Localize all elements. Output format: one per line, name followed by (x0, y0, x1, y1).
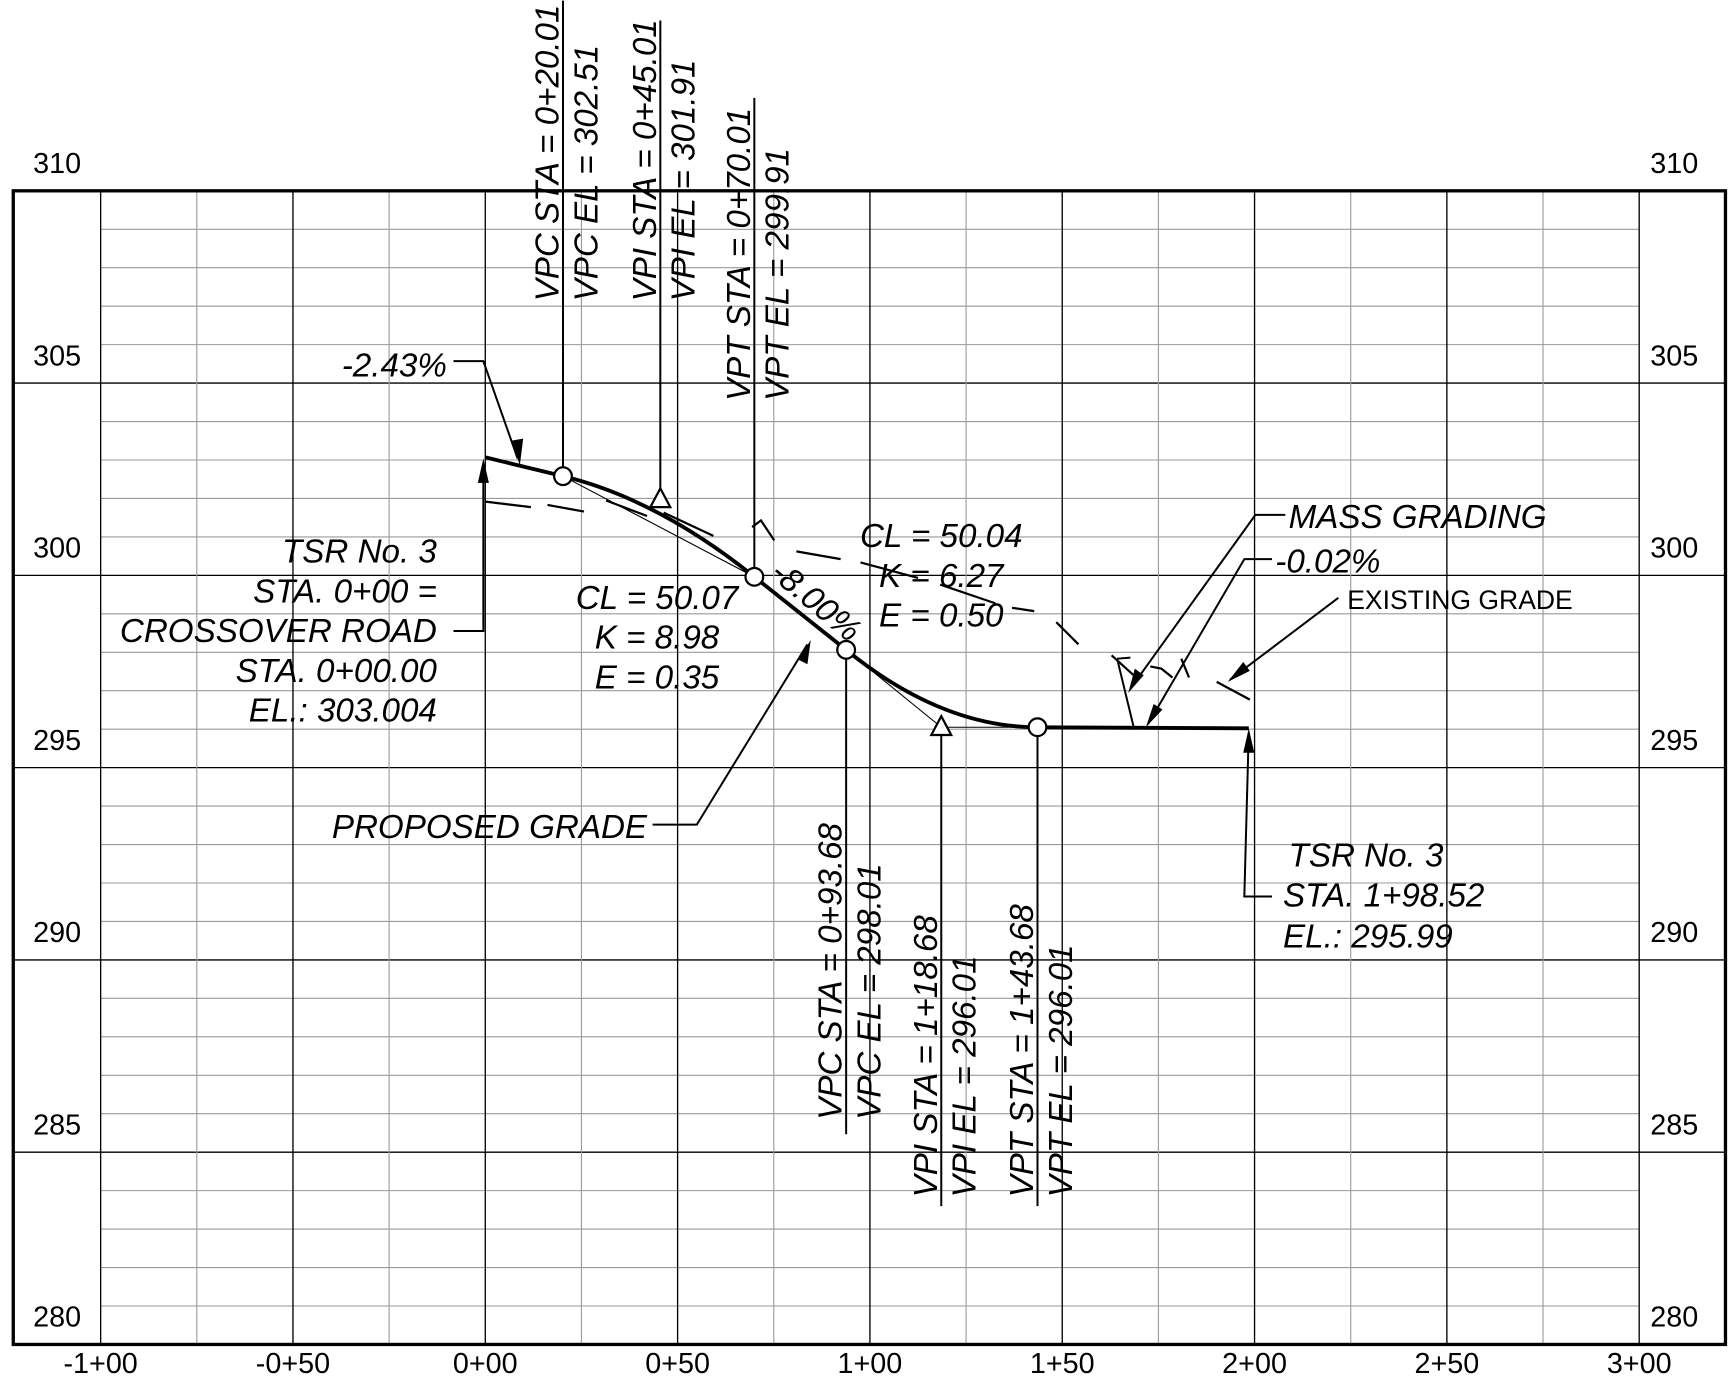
start-label: STA. 0+00.00 (236, 653, 438, 690)
station-label: VPI STA = 0+45.01 (627, 19, 664, 301)
y-label-right: 305 (1650, 340, 1698, 372)
elevation-label: VPI EL = 296.01 (947, 955, 984, 1197)
frame (11, 189, 1728, 1347)
pvi-markers (553, 466, 1048, 738)
elevation-label: VPT EL = 296.01 (1043, 944, 1080, 1197)
end-label: TSR No. 3 (1289, 838, 1444, 875)
y-label-left: 305 (33, 340, 81, 372)
grade-label: -2.43% (342, 348, 447, 385)
grid (13, 190, 1726, 1346)
curve-label: K = 8.98 (595, 620, 720, 657)
y-label-right: 295 (1650, 725, 1698, 757)
y-label-left: 290 (33, 917, 81, 949)
start-label: CROSSOVER ROAD (120, 613, 437, 650)
y-label-right: 285 (1650, 1109, 1698, 1141)
end-label: STA. 1+98.52 (1283, 877, 1484, 914)
y-label-left: 295 (33, 725, 81, 757)
station-label: VPC STA = 0+20.01 (530, 5, 567, 302)
proposed-grade (485, 455, 1249, 731)
end-label: EL.: 295.99 (1283, 918, 1453, 955)
x-label: 2+00 (1222, 1348, 1287, 1380)
curve-label: CL = 50.04 (860, 518, 1023, 555)
x-label: 2+50 (1414, 1348, 1479, 1380)
station-label: VPT STA = 0+70.01 (721, 108, 758, 401)
y-label-right: 280 (1650, 1302, 1698, 1334)
x-label: -0+50 (256, 1348, 330, 1380)
x-label: 1+00 (838, 1348, 903, 1380)
y-label-right: 290 (1650, 917, 1698, 949)
grade-label: -0.02% (1275, 543, 1380, 580)
existing-grade-label: EXISTING GRADE (1347, 585, 1573, 615)
station-leaders (561, 0, 1039, 1207)
existing-grade (485, 499, 1251, 701)
elevation-label: VPT EL = 299.91 (760, 148, 797, 401)
proposed-grade-label: PROPOSED GRADE (332, 809, 648, 846)
arrowheads (477, 438, 1255, 753)
x-label: -1+00 (63, 1348, 137, 1380)
start-label: TSR No. 3 (282, 533, 437, 570)
curve-label: E = 0.50 (879, 598, 1004, 635)
leaders (453, 360, 1339, 898)
station-label: VPC STA = 0+93.68 (813, 822, 850, 1119)
y-label-left: 285 (33, 1109, 81, 1141)
x-label: 0+00 (453, 1348, 518, 1380)
y-label-left: 300 (33, 533, 81, 565)
curve-label: K = 6.27 (879, 558, 1005, 595)
y-label-right: 300 (1650, 533, 1698, 565)
elevation-label: VPC EL = 298.01 (851, 863, 888, 1120)
curve-label: E = 0.35 (595, 660, 720, 697)
x-label: 3+00 (1607, 1348, 1672, 1380)
start-label: STA. 0+00 = (253, 573, 437, 610)
grade-label: -8.00% (764, 554, 868, 650)
annotations: VPC STA = 0+20.01 VPC EL = 302.51 VPI ST… (120, 5, 1547, 1198)
mass-grading-label: MASS GRADING (1289, 499, 1547, 536)
x-label: 0+50 (645, 1348, 710, 1380)
elevation-label: VPI EL = 301.91 (666, 59, 703, 301)
y-label-left: 280 (33, 1302, 81, 1334)
y-label-right: 310 (1650, 148, 1698, 180)
station-label: VPI STA = 1+18.68 (908, 915, 945, 1198)
station-label: VPT STA = 1+43.68 (1004, 904, 1041, 1198)
elevation-label: VPC EL = 302.51 (568, 45, 605, 302)
axis-labels: 310 310 305 305 300 300 295 295 290 290 285 285 280 2… (33, 148, 1698, 1380)
x-label: 1+50 (1030, 1348, 1095, 1380)
curve-label: CL = 50.07 (576, 580, 740, 617)
y-label-left: 310 (33, 148, 81, 180)
start-label: EL.: 303.004 (249, 693, 437, 730)
